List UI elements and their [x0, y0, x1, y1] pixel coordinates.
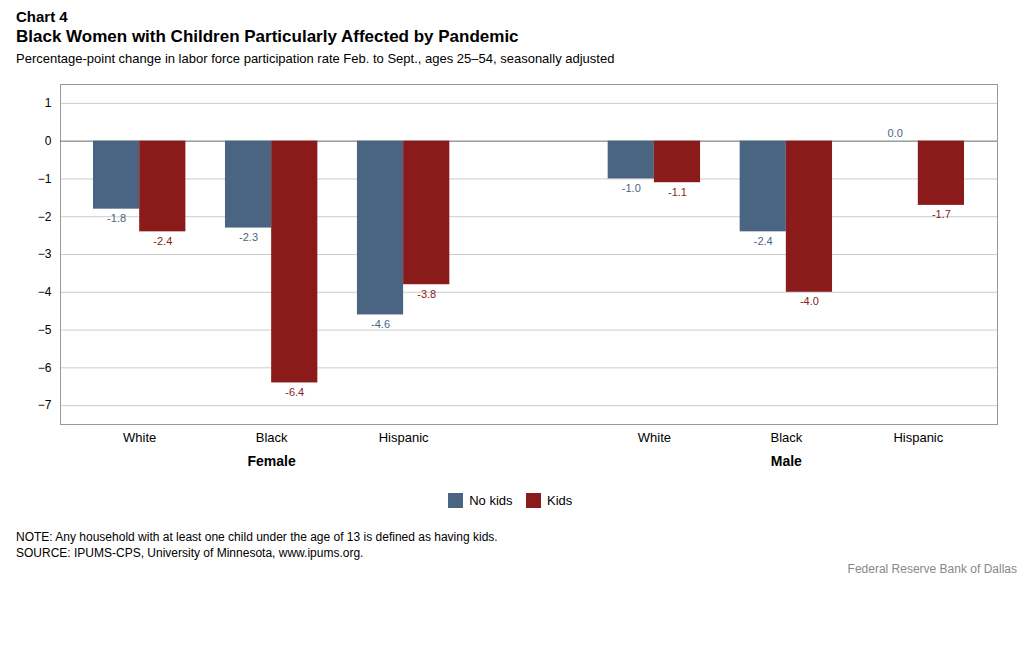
svg-text:-1.7: -1.7: [932, 208, 951, 220]
svg-text:Black: Black: [770, 430, 802, 445]
svg-text:-4.0: -4.0: [800, 295, 819, 307]
svg-text:−3: −3: [38, 247, 52, 261]
svg-text:Female: Female: [248, 453, 296, 469]
svg-text:-1.0: -1.0: [622, 182, 641, 194]
svg-text:White: White: [638, 430, 671, 445]
svg-text:-4.6: -4.6: [371, 318, 390, 330]
svg-text:−5: −5: [38, 323, 52, 337]
html-text:Percentage-point change in lab: Percentage-point change in labor force p…: [16, 51, 615, 66]
html-text:Black Women with Children Part: Black Women with Children Particularly A…: [16, 27, 519, 46]
html-text:Federal Reserve Bank of Dallas: Federal Reserve Bank of Dallas: [847, 561, 1017, 576]
svg-text:0: 0: [45, 134, 52, 148]
svg-text:−6: −6: [38, 361, 52, 375]
svg-text:White: White: [123, 430, 156, 445]
svg-text:Male: Male: [771, 453, 802, 469]
svg-text:Hispanic: Hispanic: [379, 430, 429, 445]
svg-text:Black: Black: [256, 430, 288, 445]
html-text:SOURCE: IPUMS-CPS, University: SOURCE: IPUMS-CPS, University of Minneso…: [16, 545, 364, 560]
svg-text:-2.3: -2.3: [239, 231, 258, 243]
html-text:No kids: No kids: [469, 493, 513, 508]
html-text:NOTE: Any household with at le: NOTE: Any household with at least one ch…: [16, 529, 498, 544]
svg-text:−7: −7: [38, 398, 52, 412]
svg-text:-6.4: -6.4: [285, 386, 304, 398]
svg-text:-1.1: -1.1: [668, 186, 687, 198]
svg-text:-1.8: -1.8: [107, 212, 126, 224]
svg-text:-2.4: -2.4: [754, 235, 773, 247]
svg-text:-2.4: -2.4: [153, 235, 172, 247]
svg-text:-3.8: -3.8: [417, 288, 436, 300]
svg-text:−1: −1: [38, 172, 52, 186]
svg-text:0.0: 0.0: [888, 127, 903, 139]
svg-text:−2: −2: [38, 210, 52, 224]
html-text:Chart 4: Chart 4: [16, 8, 68, 25]
svg-text:Hispanic: Hispanic: [893, 430, 943, 445]
svg-text:−4: −4: [38, 285, 52, 299]
svg-text:1: 1: [45, 96, 52, 110]
html-text:Kids: Kids: [547, 493, 573, 508]
